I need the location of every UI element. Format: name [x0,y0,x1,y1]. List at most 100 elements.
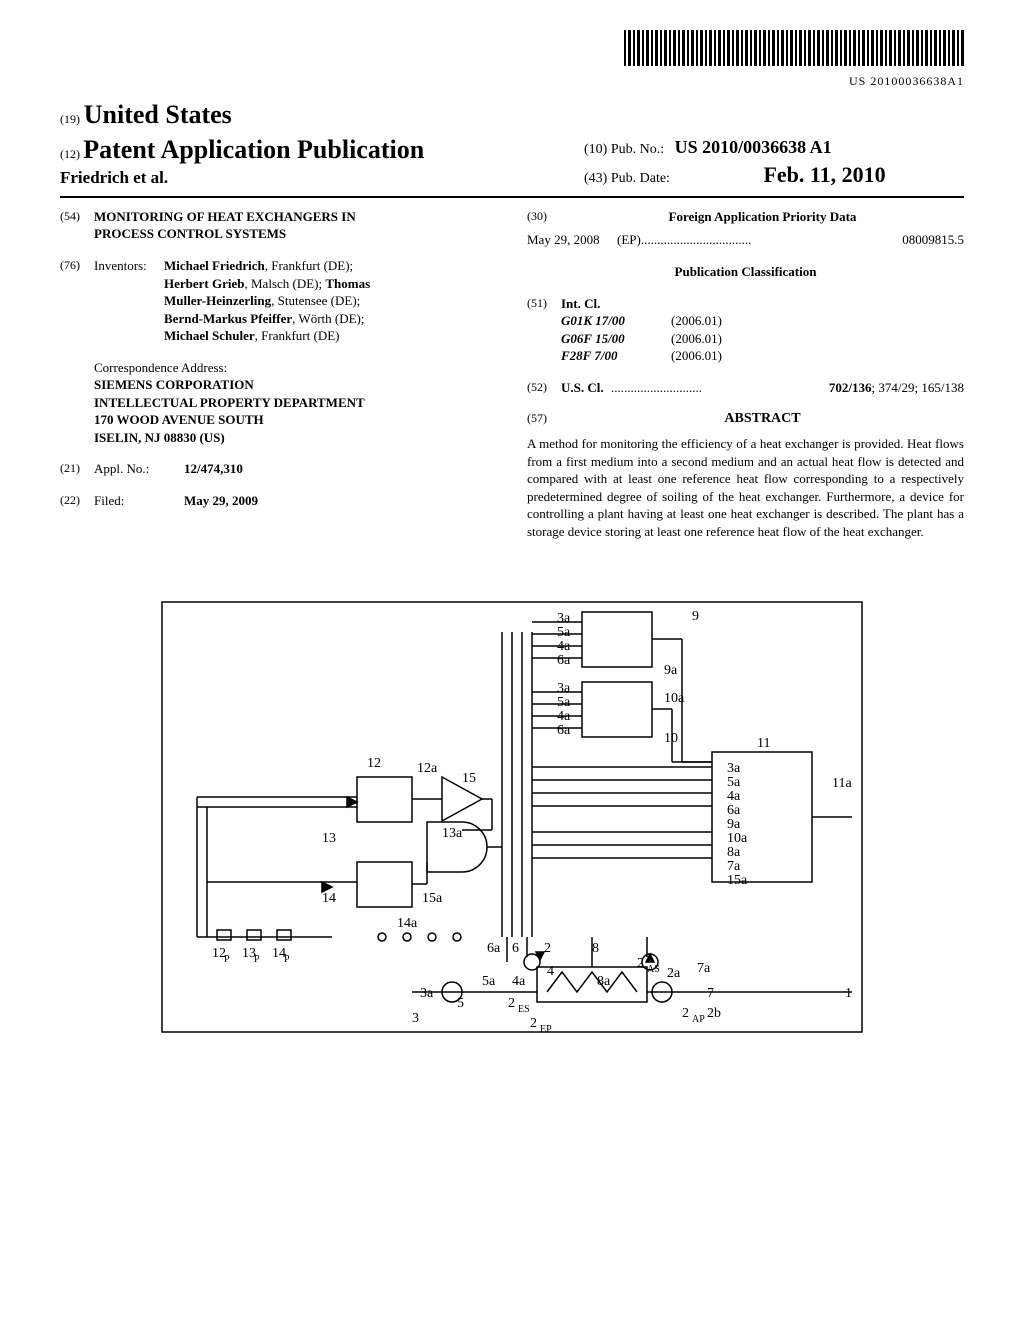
intcl-1: G01K 17/00 [561,312,671,330]
patent-figure: 3a5a4a6a 3a5a4a6a 99a10a 101111a 1212a15… [100,572,924,1057]
svg-text:9: 9 [692,609,699,624]
svg-text:P: P [254,954,260,965]
svg-text:9a: 9a [727,817,741,832]
intcl-row-1: G01K 17/00(2006.01) [561,312,964,330]
svg-text:11a: 11a [832,776,852,791]
intcl-2-ver: (2006.01) [671,331,722,346]
inventors-list: Michael Friedrich, Frankfurt (DE); Herbe… [164,257,399,345]
svg-text:5a: 5a [482,974,496,989]
svg-text:14a: 14a [397,916,418,931]
foreign-priority-section: (30) Foreign Application Priority Data M… [527,208,964,249]
uscl-value: 702/136; 374/29; 165/138 [829,379,964,397]
svg-text:3: 3 [412,1011,419,1026]
pub-no-value: US 2010/0036638 A1 [675,137,832,157]
svg-text:2: 2 [637,956,644,971]
svg-text:8a: 8a [727,845,741,860]
svg-text:2: 2 [544,941,551,956]
country-code: (19) [60,112,80,126]
uscl-bold: 702/136 [829,380,872,395]
svg-text:10: 10 [664,731,678,746]
svg-text:5: 5 [457,996,464,1011]
barcode-graphic [624,30,964,66]
barcode-label: US 20100036638A1 [60,73,964,89]
pubclass-head: Publication Classification [527,263,964,281]
pub-date-code: (43) [584,171,607,186]
uscl-code: (52) [527,379,561,397]
svg-text:6: 6 [512,941,519,956]
foreign-code: (30) [527,208,561,226]
uscl-dots: ............................ [611,379,829,397]
svg-text:P: P [224,954,230,965]
inventor-2-name: Herbert Grieb [164,276,245,291]
header-divider [60,196,964,198]
svg-text:6a: 6a [557,653,571,668]
abstract-code: (57) [527,410,561,435]
svg-text:7a: 7a [697,961,711,976]
svg-text:P: P [284,954,290,965]
svg-text:AP: AP [692,1014,705,1025]
svg-text:3a: 3a [557,681,571,696]
correspondence-section: Correspondence Address: SIEMENS CORPORAT… [60,359,497,447]
inventors-label: Inventors: [94,257,164,345]
svg-text:4a: 4a [512,974,526,989]
filed-code: (22) [60,492,94,510]
uscl-section: (52) U.S. Cl. ..........................… [527,379,964,397]
title-code: (54) [60,208,94,243]
corr-line-3: 170 WOOD AVENUE SOUTH [94,411,497,429]
pub-date-line: (43) Pub. Date: Feb. 11, 2010 [584,160,964,190]
inventors-section: (76) Inventors: Michael Friedrich, Frank… [60,257,497,345]
svg-text:13: 13 [322,831,336,846]
corr-line-1: SIEMENS CORPORATION [94,376,497,394]
publication-row: (12) Patent Application Publication Frie… [60,132,964,190]
publication-left: (12) Patent Application Publication Frie… [60,132,584,190]
appl-no-value: 12/474,310 [184,460,243,478]
svg-text:9a: 9a [664,663,678,678]
svg-text:15: 15 [462,771,476,786]
svg-text:3a: 3a [727,761,741,776]
publication-right: (10) Pub. No.: US 2010/0036638 A1 (43) P… [584,135,964,190]
foreign-cc: (EP) [617,231,641,249]
svg-text:ES: ES [518,1004,530,1015]
svg-text:5a: 5a [727,775,741,790]
pub-type-line: (12) Patent Application Publication [60,132,584,167]
svg-text:10a: 10a [727,831,748,846]
svg-text:2: 2 [508,996,515,1011]
intcl-code: (51) [527,295,561,313]
svg-text:4a: 4a [557,709,571,724]
intcl-row-3: F28F 7/00(2006.01) [561,347,964,365]
inventors-code: (76) [60,257,94,345]
svg-text:15a: 15a [727,873,748,888]
filed-section: (22) Filed: May 29, 2009 [60,492,497,510]
svg-text:6a: 6a [487,941,501,956]
corr-label: Correspondence Address: [94,359,497,377]
appl-code: (21) [60,460,94,478]
svg-text:11: 11 [757,736,770,751]
svg-text:4a: 4a [727,789,741,804]
inventor-1-loc: , Frankfurt (DE); [265,258,353,273]
barcode-region: US 20100036638A1 [60,30,964,89]
svg-text:AS: AS [647,964,660,975]
filed-label: Filed: [94,492,184,510]
intcl-section: (51) Int. Cl. G01K 17/00(2006.01) G06F 1… [527,295,964,365]
svg-text:12a: 12a [417,761,438,776]
corr-line-2: INTELLECTUAL PROPERTY DEPARTMENT [94,394,497,412]
svg-text:3a: 3a [420,986,434,1001]
pub-date-label: Pub. Date: [611,171,670,186]
intcl-2: G06F 15/00 [561,330,671,348]
svg-text:7: 7 [707,986,714,1001]
intcl-3: F28F 7/00 [561,347,671,365]
svg-text:15a: 15a [422,891,443,906]
svg-text:4a: 4a [557,639,571,654]
pub-no-label: Pub. No.: [611,142,664,157]
appl-no-section: (21) Appl. No.: 12/474,310 [60,460,497,478]
intcl-row-2: G06F 15/00(2006.01) [561,330,964,348]
title-section: (54) MONITORING OF HEAT EXCHANGERS IN PR… [60,208,497,243]
svg-text:4: 4 [547,964,554,979]
svg-text:EP: EP [540,1024,552,1035]
inventor-2-loc: , Malsch (DE); [245,276,323,291]
abstract-section: (57) ABSTRACT A method for monitoring th… [527,410,964,540]
svg-text:10a: 10a [664,691,685,706]
header-block: (19) United States (12) Patent Applicati… [60,97,964,190]
uscl-label: U.S. Cl. [561,379,611,397]
inventor-1-name: Michael Friedrich [164,258,265,273]
